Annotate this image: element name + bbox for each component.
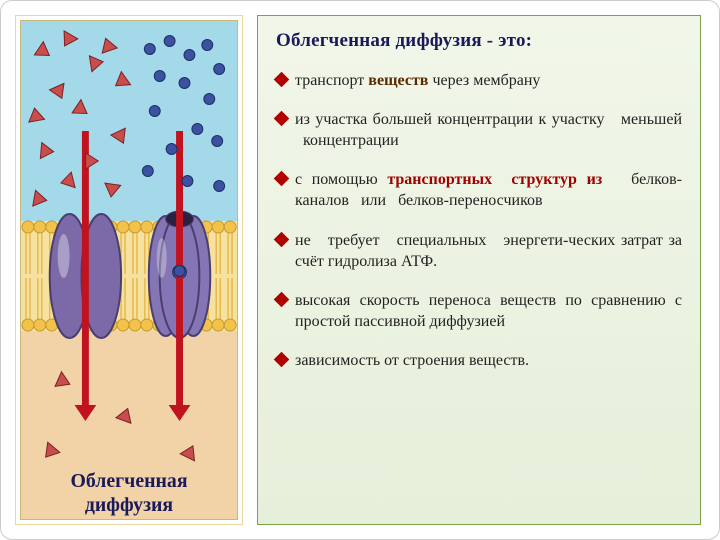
svg-text:диффузия: диффузия <box>85 494 174 516</box>
definition-panel: Облегченная диффузия - это: транспорт ве… <box>257 15 701 525</box>
bullet-item: из участка большей концентрации к участк… <box>276 109 682 151</box>
diamond-icon <box>274 111 290 127</box>
bullet-text: с помощью транспортных структур из белко… <box>295 169 682 211</box>
bullet-text: не требует специальных энергети-ческих з… <box>295 230 682 272</box>
bullet-item: не требует специальных энергети-ческих з… <box>276 230 682 272</box>
bullet-text: из участка большей концентрации к участк… <box>295 109 682 151</box>
svg-text:Облегченная: Облегченная <box>70 470 187 492</box>
membrane-diagram: Облегченнаядиффузия <box>20 20 238 520</box>
diamond-icon <box>274 231 290 247</box>
diamond-icon <box>274 352 290 368</box>
bullet-item: транспорт веществ через мембрану <box>276 70 682 91</box>
bullet-item: с помощью транспортных структур из белко… <box>276 169 682 211</box>
panel-title: Облегченная диффузия - это: <box>276 30 682 52</box>
diamond-icon <box>274 291 290 307</box>
bullet-text: зависимость от строения веществ. <box>295 350 682 371</box>
bullet-text: транспорт веществ через мембрану <box>295 70 682 91</box>
diamond-icon <box>274 72 290 88</box>
diagram-panel: Облегченнаядиффузия <box>15 15 243 525</box>
bullet-item: зависимость от строения веществ. <box>276 350 682 371</box>
bullet-item: высокая скорость переноса веществ по сра… <box>276 290 682 332</box>
diamond-icon <box>274 171 290 187</box>
bullet-text: высокая скорость переноса веществ по сра… <box>295 290 682 332</box>
